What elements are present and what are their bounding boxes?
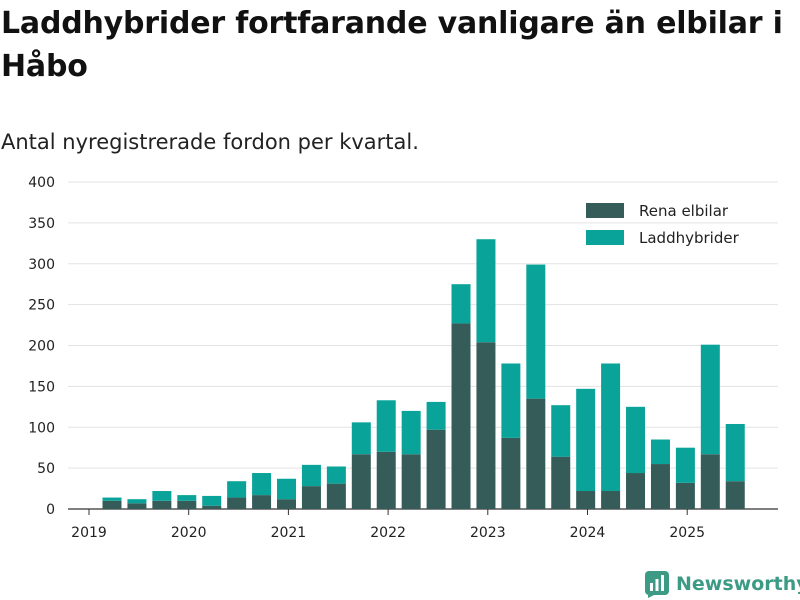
bar-laddhybrider [576,388,596,492]
chart-title: Laddhybrider fortfarande vanligare än el… [1,6,783,84]
bar-laddhybrider [301,464,321,487]
bar-laddhybrider [102,497,122,501]
bar-laddhybrider [526,264,546,399]
bar-rena-elbilar [376,451,396,509]
bar-laddhybrider [177,495,197,501]
y-tick-label: 0 [46,502,55,518]
chart-subtitle: Antal nyregistrerade fordon per kvartal. [1,130,419,154]
bar-rena-elbilar [277,499,297,509]
bar-rena-elbilar [127,503,147,509]
bar-rena-elbilar [252,495,272,509]
bar-laddhybrider [252,473,272,496]
bar-rena-elbilar [675,482,695,509]
bar-rena-elbilar [501,437,521,509]
bar-laddhybrider [501,363,521,438]
y-tick-label: 250 [28,298,55,314]
legend-swatch [586,230,624,245]
bar-laddhybrider [152,491,172,501]
y-tick-label: 400 [28,175,55,191]
y-tick-label: 300 [28,257,55,273]
bar-laddhybrider [227,481,247,498]
bar-rena-elbilar [476,342,496,509]
bar-laddhybrider [626,406,646,474]
bar-laddhybrider [675,447,695,483]
bar-laddhybrider [351,422,371,455]
bar-laddhybrider [127,499,147,504]
bar-laddhybrider [551,405,571,457]
x-tick-label: 2019 [71,525,107,541]
bar-rena-elbilar [551,456,571,509]
bar-laddhybrider [376,400,396,452]
legend-swatch [586,203,624,218]
bar-laddhybrider [725,423,745,482]
bar-rena-elbilar [451,323,471,509]
x-tick-label: 2024 [570,525,606,541]
bar-rena-elbilar [301,486,321,509]
bar-laddhybrider [326,466,346,484]
bar-laddhybrider [451,284,471,324]
y-tick-label: 50 [37,461,55,477]
bar-rena-elbilar [526,398,546,509]
bar-rena-elbilar [700,454,720,509]
brand-name: Newsworthy [676,573,800,595]
bar-rena-elbilar [227,497,247,509]
bar-laddhybrider [426,401,446,430]
stacked-bar-chart: 0 50 100 150 200 250 300 350 400 2019 2020 2021 2022… [28,175,778,541]
y-tick-label: 100 [28,420,55,436]
x-tick-label: 2021 [271,525,307,541]
x-tick-label: 2022 [370,525,406,541]
bar-rena-elbilar [102,500,122,509]
bar-rena-elbilar [202,505,222,509]
legend-label: Laddhybrider [639,229,740,247]
bar-rena-elbilar [725,481,745,509]
bar-laddhybrider [601,363,621,492]
bar-rena-elbilar [401,454,421,509]
newsworthy-logo-icon [645,571,669,598]
bar-rena-elbilar [626,473,646,509]
bar-laddhybrider [202,495,222,506]
bar-rena-elbilar [426,429,446,509]
bar-rena-elbilar [177,500,197,509]
bar-rena-elbilar [601,491,621,509]
x-tick-label: 2025 [669,525,705,541]
bar-rena-elbilar [650,464,670,509]
bar-rena-elbilar [351,454,371,509]
bar-laddhybrider [476,239,496,343]
bar-laddhybrider [650,439,670,465]
x-tick-label: 2020 [171,525,207,541]
x-tick-label: 2023 [470,525,506,541]
bar-rena-elbilar [326,483,346,509]
y-tick-label: 350 [28,216,55,232]
bar-laddhybrider [700,344,720,455]
bar-rena-elbilar [152,500,172,509]
brand-logo: Newsworthy [644,568,800,600]
bar-laddhybrider [277,478,297,500]
bar-rena-elbilar [576,491,596,509]
bar-laddhybrider [401,410,421,455]
legend-label: Rena elbilar [639,202,729,220]
y-tick-label: 150 [28,379,55,395]
y-tick-label: 200 [28,339,55,355]
